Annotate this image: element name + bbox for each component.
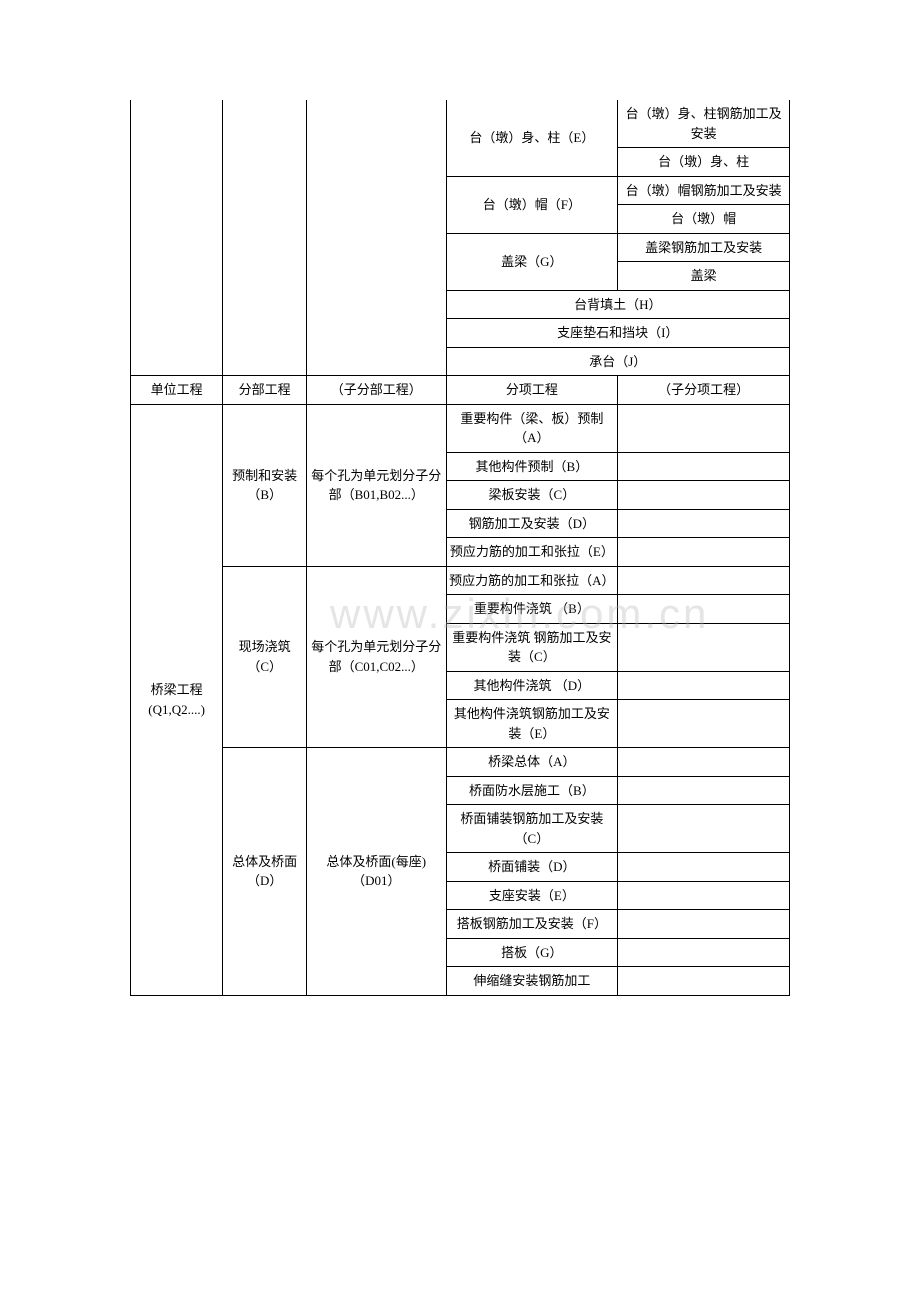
cell-blank [618, 566, 790, 595]
cell-sec-d-sub: 总体及桥面(每座)（D01） [307, 748, 447, 996]
cell-blank [618, 805, 790, 853]
table-row: 总体及桥面（D） 总体及桥面(每座)（D01） 桥梁总体（A） [131, 748, 790, 777]
cell-sec-b: 预制和安装（B） [223, 404, 307, 566]
cell-g-sub2: 盖梁 [618, 262, 790, 291]
cell-blank [307, 100, 447, 376]
cell-d-item: 桥梁总体（A） [446, 748, 618, 777]
cell-blank [618, 595, 790, 624]
header-branch-project: 分部工程 [223, 376, 307, 405]
cell-d-item: 桥面铺装（D） [446, 853, 618, 882]
cell-blank [618, 853, 790, 882]
cell-b-item: 梁板安装（C） [446, 481, 618, 510]
cell-c-item: 预应力筋的加工和张拉（A） [446, 566, 618, 595]
cell-sec-c-sub: 每个孔为单元划分子分部（C01,C02...） [307, 566, 447, 748]
cell-e-sub1: 台（墩）身、柱钢筋加工及安装 [618, 100, 790, 148]
cell-blank [131, 100, 223, 376]
cell-g-sub1: 盖梁钢筋加工及安装 [618, 233, 790, 262]
cell-c-item: 其他构件浇筑钢筋加工及安装（E） [446, 700, 618, 748]
cell-f-sub1: 台（墩）帽钢筋加工及安装 [618, 176, 790, 205]
cell-d-item: 桥面防水层施工（B） [446, 776, 618, 805]
cell-d-item: 搭板（G） [446, 938, 618, 967]
cell-blank [223, 100, 307, 376]
table-row: 台（墩）身、柱（E） 台（墩）身、柱钢筋加工及安装 [131, 100, 790, 148]
cell-b-item: 钢筋加工及安装（D） [446, 509, 618, 538]
cell-blank [618, 623, 790, 671]
header-sub-branch: （子分部工程） [307, 376, 447, 405]
cell-d-item: 支座安装（E） [446, 881, 618, 910]
engineering-classification-table: 台（墩）身、柱（E） 台（墩）身、柱钢筋加工及安装 台（墩）身、柱 台（墩）帽（… [130, 100, 790, 996]
cell-f-sub2: 台（墩）帽 [618, 205, 790, 234]
cell-blank [618, 452, 790, 481]
cell-b-item: 预应力筋的加工和张拉（E） [446, 538, 618, 567]
cell-blank [618, 671, 790, 700]
cell-bridge-project: 桥梁工程 (Q1,Q2....) [131, 404, 223, 995]
header-sub-item: （子分项工程） [618, 376, 790, 405]
cell-sec-b-sub: 每个孔为单元划分子分部（B01,B02...） [307, 404, 447, 566]
cell-sec-c: 现场浇筑（C） [223, 566, 307, 748]
cell-c-item: 其他构件浇筑 （D） [446, 671, 618, 700]
cell-c-item: 重要构件浇筑 钢筋加工及安装（C） [446, 623, 618, 671]
cell-blank [618, 700, 790, 748]
cell-f: 台（墩）帽（F） [446, 176, 618, 233]
cell-blank [618, 938, 790, 967]
cell-blank [618, 910, 790, 939]
cell-e: 台（墩）身、柱（E） [446, 100, 618, 176]
table-row: 现场浇筑（C） 每个孔为单元划分子分部（C01,C02...） 预应力筋的加工和… [131, 566, 790, 595]
cell-blank [618, 967, 790, 996]
cell-b-item: 重要构件（梁、板）预制（A） [446, 404, 618, 452]
cell-blank [618, 481, 790, 510]
cell-blank [618, 748, 790, 777]
document-table-container: www.zixin.com.cn 台（墩）身、柱（E） 台（墩）身、柱钢筋加工及… [130, 100, 790, 996]
cell-d-item: 桥面铺装钢筋加工及安装（C） [446, 805, 618, 853]
table-row: 桥梁工程 (Q1,Q2....) 预制和安装（B） 每个孔为单元划分子分部（B0… [131, 404, 790, 452]
cell-d-item: 搭板钢筋加工及安装（F） [446, 910, 618, 939]
cell-d-item: 伸缩缝安装钢筋加工 [446, 967, 618, 996]
header-unit-project: 单位工程 [131, 376, 223, 405]
cell-blank [618, 538, 790, 567]
cell-blank [618, 776, 790, 805]
table-header-row: 单位工程 分部工程 （子分部工程） 分项工程 （子分项工程） [131, 376, 790, 405]
cell-h: 台背填土（H） [446, 290, 789, 319]
cell-blank [618, 881, 790, 910]
cell-blank [618, 404, 790, 452]
cell-blank [618, 509, 790, 538]
cell-g: 盖梁（G） [446, 233, 618, 290]
cell-sec-d: 总体及桥面（D） [223, 748, 307, 996]
cell-i: 支座垫石和挡块（I） [446, 319, 789, 348]
cell-e-sub2: 台（墩）身、柱 [618, 148, 790, 177]
cell-c-item: 重要构件浇筑 （B） [446, 595, 618, 624]
cell-j: 承台（J） [446, 347, 789, 376]
header-item-project: 分项工程 [446, 376, 618, 405]
cell-b-item: 其他构件预制（B） [446, 452, 618, 481]
